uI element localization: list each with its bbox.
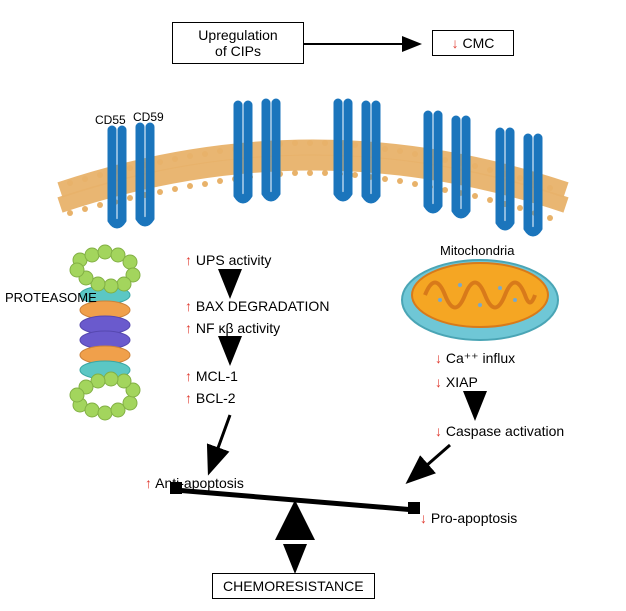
label-ups: UPS activity: [196, 252, 271, 268]
label-proteasome: PROTEASOME: [5, 290, 97, 305]
up-arrow-bax: ↑: [185, 298, 192, 314]
label-mitochondria: Mitochondria: [440, 243, 514, 258]
label-bcl2: BCL-2: [196, 390, 236, 406]
down-arrow-caspase: ↓: [435, 423, 442, 439]
label-anti: Anti-apoptosis: [155, 475, 244, 491]
up-arrow-anti: ↑: [145, 475, 152, 491]
up-arrow-mcl1: ↑: [185, 368, 192, 384]
down-arrow-xiap: ↓: [435, 374, 442, 390]
membrane: [60, 140, 566, 221]
proteasome-graphic: [70, 245, 140, 420]
receptors: [112, 103, 538, 232]
box-cips: Upregulationof CIPs: [172, 22, 304, 64]
box-cips-text: Upregulationof CIPs: [198, 27, 277, 59]
arrow-caspase-pro: [410, 445, 450, 480]
down-arrow-ca: ↓: [435, 350, 442, 366]
box-cmc: ↓ CMC: [432, 30, 514, 56]
label-cd55: CD55: [95, 113, 126, 127]
label-caspase: Caspase activation: [446, 423, 564, 439]
down-arrow-pro: ↓: [420, 510, 427, 526]
label-pro: Pro-apoptosis: [431, 510, 517, 526]
label-ca: Ca⁺⁺ influx: [446, 350, 515, 366]
label-bax: BAX DEGRADATION: [196, 298, 330, 314]
box-cmc-text: CMC: [463, 35, 495, 51]
up-arrow-bcl2: ↑: [185, 390, 192, 406]
up-arrow-ups: ↑: [185, 252, 192, 268]
label-cd59: CD59: [133, 110, 164, 124]
box-chemoresistance: CHEMORESISTANCE: [212, 573, 375, 599]
label-xiap: XIAP: [446, 374, 478, 390]
mitochondria-graphic: [402, 260, 558, 340]
label-nfkb: NF κβ activity: [196, 320, 280, 336]
label-mcl1: MCL-1: [196, 368, 238, 384]
chemo-text: CHEMORESISTANCE: [223, 578, 364, 594]
arrow-bcl-anti: [210, 415, 230, 470]
down-arrow-cmc: ↓: [452, 35, 459, 51]
up-arrow-nfkb: ↑: [185, 320, 192, 336]
